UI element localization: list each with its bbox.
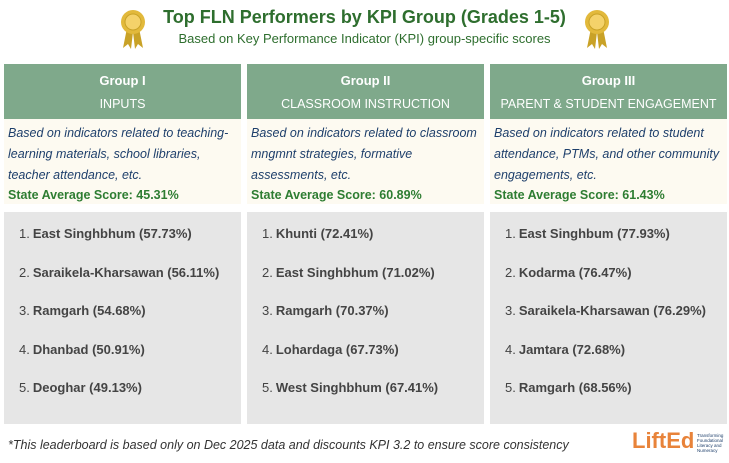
district-name: Deoghar (49.13%) bbox=[32, 380, 142, 395]
ranking-item: 4. Dhanbad (50.91%) bbox=[4, 342, 241, 381]
rank-number: 5. bbox=[262, 380, 273, 395]
rank-number: 1. bbox=[262, 226, 273, 241]
group-name: Group I bbox=[99, 73, 146, 88]
ranking-item: 5. Ramgarh (68.56%) bbox=[490, 380, 727, 419]
state-average: State Average Score: 61.43% bbox=[494, 188, 665, 202]
group-description-box: Based on indicators related to student a… bbox=[490, 119, 727, 204]
ranking-item: 1. East Singhbhum (57.73%) bbox=[4, 226, 241, 265]
district-name: Saraikela-Kharsawan (76.29%) bbox=[518, 303, 706, 318]
district-name: East Singhbhum (57.73%) bbox=[32, 226, 192, 241]
ranking-item: 1. East Singhbum (77.93%) bbox=[490, 226, 727, 265]
ranking-item: 2. East Singhbhum (71.02%) bbox=[247, 265, 484, 304]
medal-icon bbox=[585, 10, 609, 49]
rank-number: 2. bbox=[262, 264, 273, 280]
ranking-item: 2. Saraikela-Kharsawan (56.11%) bbox=[4, 265, 241, 304]
ranking-item: 4. Lohardaga (67.73%) bbox=[247, 342, 484, 381]
group-name: Group III bbox=[581, 73, 636, 88]
rank-number: 3. bbox=[505, 303, 516, 318]
ranking-list: 1. Khunti (72.41%) 2. East Singhbhum (71.02… bbox=[247, 212, 484, 424]
rank-number: 1. bbox=[505, 226, 516, 241]
rank-number: 5. bbox=[505, 380, 516, 395]
logo-tagline: Transforming Foundational Literacy and N… bbox=[697, 433, 724, 453]
district-name: Ramgarh (70.37%) bbox=[275, 303, 389, 318]
district-name: Ramgarh (54.68%) bbox=[32, 303, 146, 318]
state-average: State Average Score: 60.89% bbox=[251, 188, 422, 202]
group-name: Group II bbox=[340, 73, 391, 88]
medal-icon bbox=[121, 10, 145, 49]
group-description: Based on indicators related to teaching-… bbox=[8, 126, 229, 182]
rank-number: 4. bbox=[505, 341, 516, 357]
district-name: Saraikela-Kharsawan (56.11%) bbox=[32, 264, 220, 280]
state-average: State Average Score: 45.31% bbox=[8, 188, 179, 202]
group-column: Group I INPUTS Based on indicators related… bbox=[4, 64, 241, 424]
ranking-item: 5. West Singhbhum (67.41%) bbox=[247, 380, 484, 419]
ranking-list: 1. East Singhbhum (57.73%) 2. Saraikela-Kha… bbox=[4, 212, 241, 424]
group-subtitle: PARENT & STUDENT ENGAGEMENT bbox=[500, 97, 717, 111]
rank-number: 1. bbox=[19, 226, 30, 241]
district-name: Dhanbad (50.91%) bbox=[32, 341, 145, 357]
group-description-box: Based on indicators related to classroom… bbox=[247, 119, 484, 204]
group-subtitle: INPUTS bbox=[99, 97, 146, 111]
ranking-item: 4. Jamtara (72.68%) bbox=[490, 342, 727, 381]
group-header: Group III PARENT & STUDENT ENGAGEMENT bbox=[490, 64, 727, 119]
district-name: East Singhbhum (71.02%) bbox=[275, 264, 435, 280]
ranking-item: 2. Kodarma (76.47%) bbox=[490, 265, 727, 304]
group-column: Group III PARENT & STUDENT ENGAGEMENT Base… bbox=[490, 64, 727, 424]
group-description-box: Based on indicators related to teaching-… bbox=[4, 119, 241, 204]
district-name: Kodarma (76.47%) bbox=[518, 264, 632, 280]
group-column: Group II CLASSROOM INSTRUCTION Based on in… bbox=[247, 64, 484, 424]
ranking-item: 3. Ramgarh (70.37%) bbox=[247, 303, 484, 342]
ranking-item: 5. Deoghar (49.13%) bbox=[4, 380, 241, 419]
ranking-list: 1. East Singhbum (77.93%) 2. Kodarma (76.47… bbox=[490, 212, 727, 424]
group-header: Group II CLASSROOM INSTRUCTION bbox=[247, 64, 484, 119]
group-subtitle: CLASSROOM INSTRUCTION bbox=[281, 97, 450, 111]
group-header: Group I INPUTS bbox=[4, 64, 241, 119]
ranking-item: 3. Saraikela-Kharsawan (76.29%) bbox=[490, 303, 727, 342]
rank-number: 3. bbox=[19, 303, 30, 318]
rank-number: 4. bbox=[262, 341, 273, 357]
group-description: Based on indicators related to student a… bbox=[494, 126, 720, 182]
district-name: Lohardaga (67.73%) bbox=[275, 341, 399, 357]
ranking-item: 3. Ramgarh (54.68%) bbox=[4, 303, 241, 342]
group-description: Based on indicators related to classroom… bbox=[251, 126, 477, 182]
subtitle: Based on Key Performance Indicator (KPI)… bbox=[178, 31, 551, 46]
rank-number: 2. bbox=[505, 264, 516, 280]
title: Top FLN Performers by KPI Group (Grades … bbox=[163, 7, 566, 27]
district-name: West Singhbhum (67.41%) bbox=[275, 380, 439, 395]
district-name: East Singhbum (77.93%) bbox=[518, 226, 670, 241]
rank-number: 4. bbox=[19, 341, 30, 357]
district-name: Jamtara (72.68%) bbox=[518, 341, 626, 357]
rank-number: 2. bbox=[19, 264, 30, 280]
district-name: Khunti (72.41%) bbox=[275, 226, 374, 241]
rank-number: 3. bbox=[262, 303, 273, 318]
footnote: *This leaderboard is based only on Dec 2… bbox=[8, 438, 569, 452]
ranking-item: 1. Khunti (72.41%) bbox=[247, 226, 484, 265]
logo: LiftEd bbox=[632, 428, 695, 453]
rank-number: 5. bbox=[19, 380, 30, 395]
district-name: Ramgarh (68.56%) bbox=[518, 380, 632, 395]
